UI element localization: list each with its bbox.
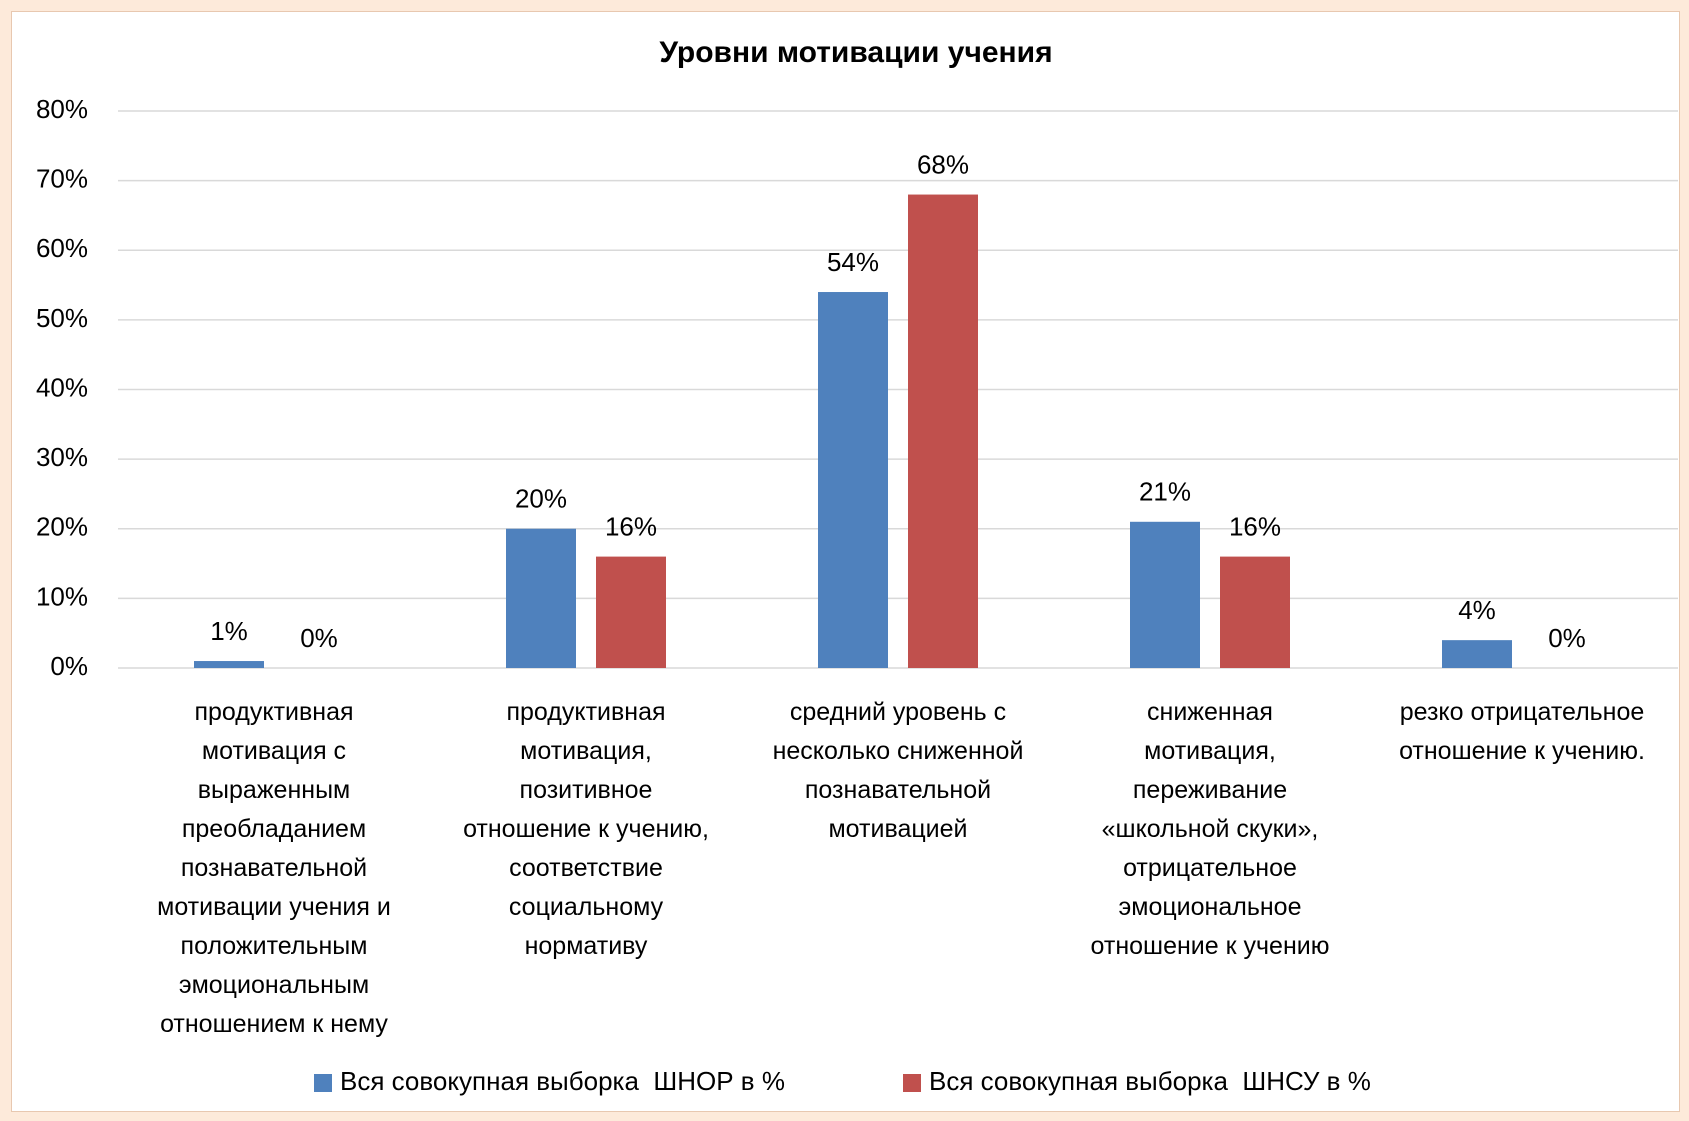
legend-swatch	[903, 1074, 921, 1092]
data-label: 1%	[210, 616, 248, 646]
y-tick-label: 70%	[36, 164, 88, 194]
data-label: 21%	[1139, 477, 1191, 507]
data-label: 0%	[300, 623, 338, 653]
chart-title: Уровни мотивации учения	[659, 36, 1052, 69]
data-label: 68%	[917, 149, 969, 179]
bar	[1220, 556, 1290, 668]
bar	[1130, 521, 1200, 668]
x-tick-label: продуктивная мотивация, позитивное отнош…	[463, 698, 709, 960]
bar	[818, 292, 888, 668]
legend-swatch	[314, 1074, 332, 1092]
x-tick-label: продуктивная мотивация с выраженным прео…	[157, 698, 391, 1038]
data-label: 0%	[1548, 623, 1586, 653]
legend-label: Вся совокупная выборка ШНСУ в %	[929, 1066, 1371, 1096]
y-tick-label: 80%	[36, 94, 88, 124]
data-label: 16%	[1229, 511, 1281, 541]
x-tick-label: сниженная мотивация, переживание «школьн…	[1090, 698, 1330, 960]
data-label: 4%	[1458, 595, 1496, 625]
y-tick-label: 10%	[36, 581, 88, 611]
bar	[1442, 640, 1512, 668]
x-tick-label: средний уровень с несколько сниженной по…	[772, 698, 1024, 843]
legend-label: Вся совокупная выборка ШНОР в %	[340, 1066, 785, 1096]
y-tick-label: 0%	[50, 651, 88, 681]
y-tick-label: 60%	[36, 233, 88, 263]
bar	[596, 556, 666, 668]
y-tick-label: 30%	[36, 442, 88, 472]
data-label: 16%	[605, 511, 657, 541]
y-tick-label: 40%	[36, 372, 88, 402]
y-tick-label: 50%	[36, 303, 88, 333]
y-tick-label: 20%	[36, 512, 88, 542]
bar	[506, 528, 576, 668]
data-label: 20%	[515, 484, 567, 514]
bar	[908, 194, 978, 669]
x-tick-label: резко отрицательное отношение к учению.	[1399, 698, 1645, 765]
bar	[194, 661, 264, 668]
data-label: 54%	[827, 247, 879, 277]
